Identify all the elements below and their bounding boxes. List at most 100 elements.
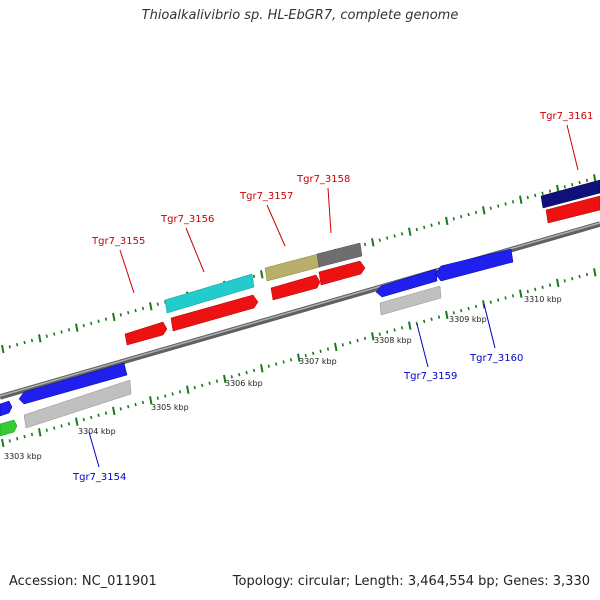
minor-tick (245, 370, 248, 375)
minor-tick (238, 373, 241, 377)
major-tick (408, 321, 412, 330)
feature-red-3155[interactable] (124, 321, 168, 346)
major-tick (371, 332, 375, 341)
genes-label: Genes: (503, 574, 549, 589)
feature-cyan-3156[interactable] (164, 273, 255, 314)
minor-tick (578, 180, 581, 185)
minor-tick (45, 334, 48, 338)
minor-tick (423, 225, 426, 230)
minor-tick (30, 338, 34, 343)
major-tick (260, 364, 264, 373)
accession-label: Accession: (9, 574, 78, 589)
minor-tick (215, 379, 219, 383)
minor-tick (119, 313, 122, 317)
feature-red-3158[interactable] (318, 260, 366, 286)
minor-tick (127, 311, 130, 315)
major-tick (371, 238, 375, 247)
gene-label-3160[interactable]: Tgr7_3160 (469, 353, 523, 364)
reverse-strand-features (0, 248, 514, 437)
minor-tick (430, 317, 433, 321)
major-tick (445, 216, 449, 226)
minor-tick (67, 422, 71, 426)
minor-tick (16, 437, 19, 441)
minor-tick (312, 351, 315, 356)
major-tick (1, 438, 5, 448)
gene-label-3156[interactable]: Tgr7_3156 (160, 214, 214, 225)
leader-line-3158 (327, 187, 332, 234)
minor-tick (415, 227, 418, 232)
major-tick (186, 385, 190, 394)
minor-tick (134, 402, 137, 407)
genome-stats: Topology: circular; Length: 3,464,554 bp… (232, 574, 590, 589)
gene-label-3154[interactable]: Tgr7_3154 (72, 472, 126, 483)
minor-tick (201, 383, 204, 388)
major-tick (408, 227, 412, 236)
minor-tick (104, 411, 108, 415)
minor-tick (252, 274, 256, 279)
major-tick (149, 302, 153, 311)
minor-tick (119, 407, 122, 411)
topology-value: circular (297, 574, 346, 589)
gene-label-3157[interactable]: Tgr7_3157 (239, 191, 293, 202)
minor-tick (460, 309, 463, 313)
major-tick (556, 278, 560, 288)
leader-line-3155 (119, 249, 135, 294)
feature-blue-3304[interactable] (18, 362, 128, 405)
minor-tick (208, 381, 211, 385)
feature-darkgray-3158[interactable] (316, 242, 363, 268)
minor-tick (378, 332, 381, 336)
major-tick (482, 206, 486, 215)
major-tick (334, 342, 338, 352)
minor-tick (60, 330, 63, 334)
minor-tick (349, 341, 352, 345)
minor-tick (282, 360, 285, 364)
minor-tick (474, 304, 478, 309)
major-tick (38, 428, 42, 437)
gene-label-3155[interactable]: Tgr7_3155 (91, 236, 145, 247)
gene-label-3159[interactable]: Tgr7_3159 (403, 371, 457, 382)
minor-tick (585, 272, 589, 277)
feature-blue-left-edge[interactable] (0, 400, 13, 417)
minor-tick (548, 283, 552, 287)
feature-red-3157[interactable] (270, 274, 321, 301)
feature-gray-3159[interactable] (379, 285, 442, 316)
accession-info: Accession: NC_011901 (9, 574, 157, 589)
feature-red-3156[interactable] (170, 294, 259, 332)
kbp-label: 3307 kbp (299, 357, 337, 366)
feature-blue-3160[interactable] (434, 248, 514, 282)
gene-label-3161[interactable]: Tgr7_3161 (539, 111, 593, 122)
feature-navy-3161[interactable] (540, 179, 600, 209)
minor-tick (541, 191, 544, 195)
length-value: 3,464,554 bp (407, 574, 495, 589)
minor-tick (82, 417, 85, 422)
minor-tick (386, 236, 389, 240)
minor-tick (16, 343, 19, 347)
feature-gray-3304[interactable] (23, 379, 132, 429)
minor-tick (474, 210, 478, 215)
minor-tick (504, 296, 507, 300)
kbp-label: 3303 kbp (4, 452, 42, 461)
kbp-label: 3308 kbp (374, 336, 412, 345)
kbp-labels: 3303 kbp 3304 kbp 3305 kbp 3306 kbp 3307… (4, 295, 562, 461)
minor-tick (289, 358, 293, 362)
minor-tick (141, 400, 145, 405)
feature-green-left-edge[interactable] (0, 419, 18, 437)
minor-tick (511, 294, 515, 298)
major-tick (149, 396, 153, 405)
minor-tick (504, 202, 507, 206)
minor-tick (571, 277, 574, 281)
minor-tick (45, 428, 48, 432)
minor-tick (267, 364, 270, 368)
gene-label-3158[interactable]: Tgr7_3158 (296, 174, 350, 185)
major-tick (519, 195, 523, 204)
minor-tick (53, 426, 56, 430)
minor-tick (171, 392, 174, 396)
major-tick (38, 334, 42, 343)
feature-red-3161[interactable] (545, 195, 600, 224)
kbp-label: 3305 kbp (151, 403, 189, 412)
minor-tick (400, 232, 404, 236)
leader-line-3157 (266, 204, 286, 247)
kbp-label: 3304 kbp (78, 427, 116, 436)
minor-tick (97, 319, 100, 323)
